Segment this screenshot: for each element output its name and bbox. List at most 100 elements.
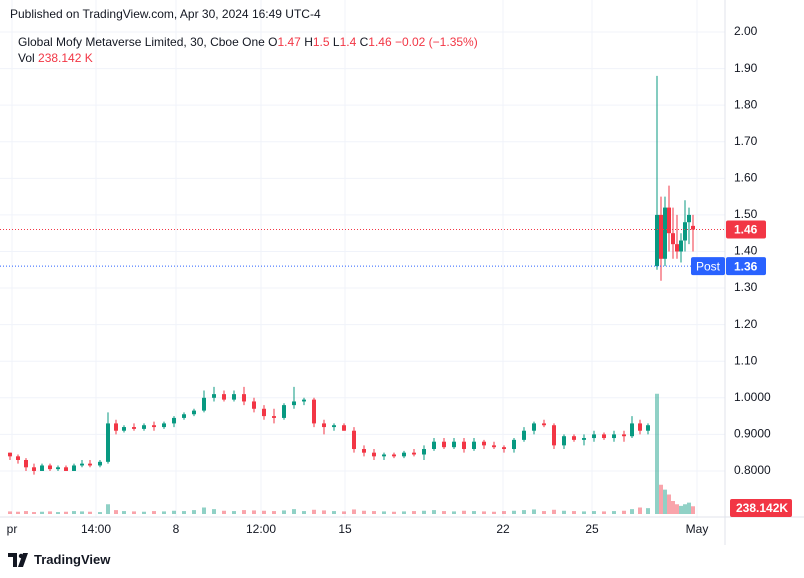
candle-body: [16, 456, 20, 460]
volume-bar: [40, 511, 44, 514]
volume-bar: [182, 511, 186, 514]
candle-body: [192, 410, 196, 415]
volume-bar: [372, 511, 376, 514]
legend-value: 1.47: [277, 35, 301, 49]
candle-body: [602, 434, 606, 439]
y-tick-label: 1.0000: [734, 390, 771, 404]
y-tick-label: 1.20: [734, 317, 758, 331]
post-badge-label: Post: [696, 259, 721, 273]
logo-icon: [8, 553, 28, 567]
candle-body: [502, 447, 506, 450]
symbol: Global Mofy Metaverse Limited, 30, Cboe …: [18, 35, 265, 49]
candle-body: [202, 397, 206, 411]
candle-body: [452, 441, 456, 448]
candle-body: [48, 465, 52, 470]
candle-body: [542, 423, 546, 426]
volume-bar: [582, 511, 586, 514]
volume-bar: [16, 511, 20, 514]
volume-bar: [663, 489, 667, 514]
candle-body: [412, 452, 416, 455]
volume-bar: [48, 511, 52, 514]
candle-body: [262, 408, 266, 417]
legend-value: 1.4: [339, 35, 357, 49]
volume-badge-label: 238.142K: [736, 501, 788, 515]
volume-bar: [352, 509, 356, 514]
legend-change: −0.02 (−1.35%): [394, 35, 478, 49]
volume-bar: [122, 511, 126, 514]
y-tick-label: 1.80: [734, 97, 758, 111]
y-tick-label: 1.90: [734, 61, 758, 75]
volume-bar: [98, 512, 102, 514]
volume-bar: [202, 507, 206, 514]
x-tick-label: May: [686, 522, 709, 536]
volume-bar: [132, 511, 136, 514]
post-badge: [691, 257, 725, 276]
volume-bar: [142, 511, 146, 514]
candle-body: [522, 430, 526, 440]
candle-body: [462, 441, 466, 450]
volume-bar: [679, 505, 683, 514]
volume-bar: [612, 511, 616, 514]
candle-body: [622, 434, 626, 437]
brand: TradingView: [34, 552, 111, 567]
candle-body: [612, 434, 616, 439]
volume-bar: [72, 511, 76, 514]
x-tick-label: 22: [496, 522, 510, 536]
volume-bar: [442, 511, 446, 514]
candle-body: [492, 445, 496, 448]
price-badge: [726, 220, 766, 239]
candle-body: [392, 454, 396, 457]
volume-bar: [232, 511, 236, 514]
volume-bar: [412, 511, 416, 514]
price-badge-label: 1.46: [734, 223, 758, 237]
y-tick-label: 1.10: [734, 353, 758, 367]
volume-bar: [462, 510, 466, 514]
volume-bar: [572, 511, 576, 514]
volume-bar: [252, 510, 256, 514]
volume-bar: [64, 511, 68, 514]
volume-bar: [691, 506, 695, 514]
candle-body: [106, 423, 110, 462]
y-tick-label: 1.60: [734, 170, 758, 184]
candle-body: [162, 423, 166, 428]
candle-body: [402, 452, 406, 457]
volume-bar: [655, 393, 659, 514]
volume-bar: [492, 511, 496, 514]
volume-bar: [192, 510, 196, 514]
x-tick-label: 12:00: [246, 522, 276, 536]
candle-body: [32, 467, 36, 471]
volume-bar: [322, 510, 326, 514]
candle-body: [302, 399, 306, 402]
candle-body: [132, 427, 136, 429]
legend: Global Mofy Metaverse Limited, 30, Cboe …: [18, 35, 478, 49]
candle-body: [630, 423, 634, 437]
volume-bar: [542, 511, 546, 514]
candle-body: [322, 423, 326, 428]
candle-body: [592, 434, 596, 439]
candle-body: [582, 438, 586, 440]
volume-bar: [80, 511, 84, 514]
legend-value: 1.5: [312, 35, 330, 49]
volume-bar: [24, 511, 28, 514]
candle-body: [482, 441, 486, 446]
volume-bar: [482, 511, 486, 514]
candle-body: [64, 467, 68, 471]
volume-bar: [452, 511, 456, 514]
volume-bar: [106, 504, 110, 514]
volume-bar: [502, 511, 506, 514]
candle-body: [332, 425, 336, 428]
volume-bar: [562, 510, 566, 514]
volume-bar: [152, 511, 156, 514]
volume-bar: [292, 509, 296, 514]
candle-body: [114, 423, 118, 431]
candle-body: [655, 214, 659, 267]
candle-body: [232, 394, 236, 400]
volume-bar: [114, 510, 118, 514]
volume-bar: [282, 510, 286, 514]
legend-label: H: [304, 35, 313, 49]
candle-body: [352, 430, 356, 450]
volume-bar: [262, 510, 266, 514]
candle-body: [638, 423, 642, 431]
legend-label: C: [359, 35, 369, 49]
